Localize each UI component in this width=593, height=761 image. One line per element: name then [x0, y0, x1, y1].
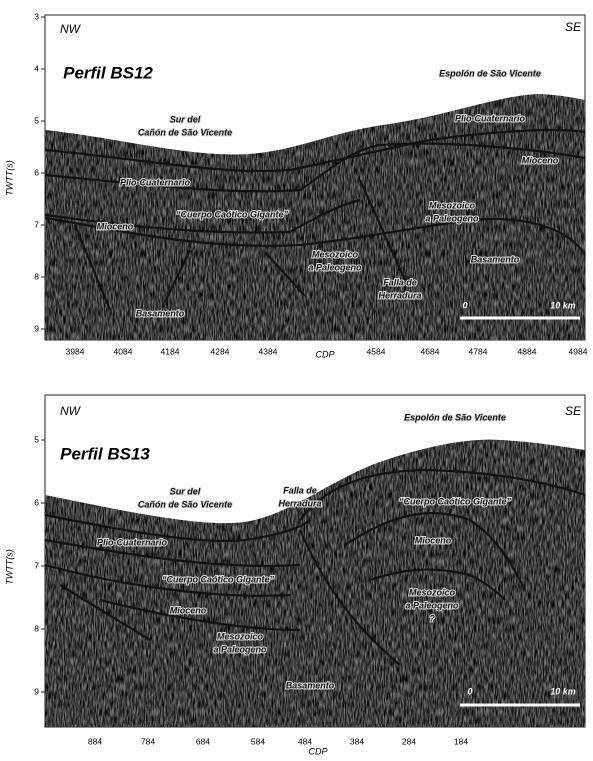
y-tick-label: 7 — [34, 219, 39, 229]
panel-title: Perfil BS13 — [60, 444, 150, 463]
x-tick-label: 4284 — [211, 346, 230, 356]
x-tick-label: 584 — [251, 736, 265, 746]
y-axis-label: TWTT(s) — [4, 549, 14, 584]
scale-label: 10 km — [550, 686, 576, 696]
right-label: SE — [565, 20, 582, 34]
x-axis-label: CDP — [308, 746, 327, 756]
y-tick-label: 5 — [34, 434, 39, 444]
annotation: Plio-Cuaternario — [97, 537, 168, 547]
x-axis-label: CDP — [315, 349, 334, 359]
y-tick-label: 6 — [34, 167, 39, 177]
annotation: Herradura — [378, 290, 421, 300]
x-tick-label: 684 — [196, 736, 210, 746]
x-tick-label: 4084 — [114, 346, 133, 356]
x-tick-label: 284 — [402, 736, 416, 746]
scale-label: 10 km — [550, 300, 576, 310]
horizons — [44, 468, 586, 666]
annotation: Espolón de São Vicente — [404, 412, 506, 422]
y-tick-label: 8 — [34, 271, 39, 281]
x-tick-label: 4584 — [367, 346, 386, 356]
y-tick-label: 5 — [34, 115, 39, 125]
annotation: Sur del — [170, 486, 201, 496]
y-tick-label: 4 — [34, 63, 39, 73]
annotation: Cañón de São Vicente — [138, 499, 232, 509]
x-tick-label: 4184 — [161, 346, 180, 356]
annotation: a Paleogeno — [405, 600, 459, 610]
annotation: a Paleogeno — [308, 262, 362, 272]
annotation: a Paleogeno — [425, 213, 479, 223]
annotation: “Cuerpo Caótico Gigante” — [176, 209, 289, 219]
annotation: “Cuerpo Caótico Gigante” — [399, 496, 512, 506]
x-tick-label: 4684 — [421, 346, 440, 356]
x-tick-label: 184 — [454, 736, 468, 746]
left-label: NW — [60, 404, 82, 418]
annotation: Mesozoico — [409, 587, 456, 597]
annotation: “Cuerpo Caótico Gigante” — [162, 574, 275, 584]
annotation: Basamento — [286, 680, 335, 690]
y-axis-label: TWTT(s) — [4, 160, 14, 195]
annotation: Herradura — [278, 498, 321, 508]
annotation: Plio-Cuaternario — [455, 113, 526, 123]
annotation: Basamento — [136, 308, 185, 318]
x-tick-label: 4984 — [569, 346, 588, 356]
x-tick-label: 4384 — [259, 346, 278, 356]
annotation: Sur del — [170, 114, 201, 124]
x-tick-label: 484 — [298, 736, 312, 746]
y-tick-label: 7 — [34, 560, 39, 570]
x-tick-label: 384 — [350, 736, 364, 746]
y-tick-label: 3 — [34, 11, 39, 21]
x-tick-label: 884 — [88, 736, 102, 746]
scale-label: 0 — [462, 300, 467, 310]
annotation: Mioceno — [522, 155, 559, 165]
right-label: SE — [565, 404, 582, 418]
annotation: Mioceno — [415, 535, 452, 545]
x-tick-label: 4884 — [518, 346, 537, 356]
annotation: Mioceno — [97, 221, 134, 231]
annotation: Plio-Cuaternario — [120, 177, 191, 187]
panel-title: Perfil BS12 — [63, 63, 153, 82]
scale-label: 0 — [467, 686, 472, 696]
x-tick-label: 4784 — [469, 346, 488, 356]
annotation: Falla de — [383, 277, 417, 287]
annotation: ? — [429, 613, 435, 623]
annotation: Basamento — [471, 254, 520, 264]
annotation: Mesozoico — [217, 631, 264, 641]
annotation: Mesozoico — [429, 200, 476, 210]
annotation: Espolón de São Vicente — [439, 68, 541, 78]
y-tick-label: 9 — [34, 686, 39, 696]
x-tick-label: 784 — [141, 736, 155, 746]
annotation: Mesozoico — [312, 249, 359, 259]
y-tick-label: 9 — [34, 323, 39, 333]
x-tick-label: 3984 — [66, 346, 85, 356]
y-tick-label: 6 — [34, 497, 39, 507]
y-tick-label: 8 — [34, 623, 39, 633]
horizons — [44, 128, 586, 311]
annotation: Falla de — [283, 485, 317, 495]
left-label: NW — [60, 22, 82, 36]
annotation: a Paleogeno — [213, 644, 267, 654]
annotation: Mioceno — [170, 605, 207, 615]
annotation: Cañón de São Vicente — [138, 127, 232, 137]
